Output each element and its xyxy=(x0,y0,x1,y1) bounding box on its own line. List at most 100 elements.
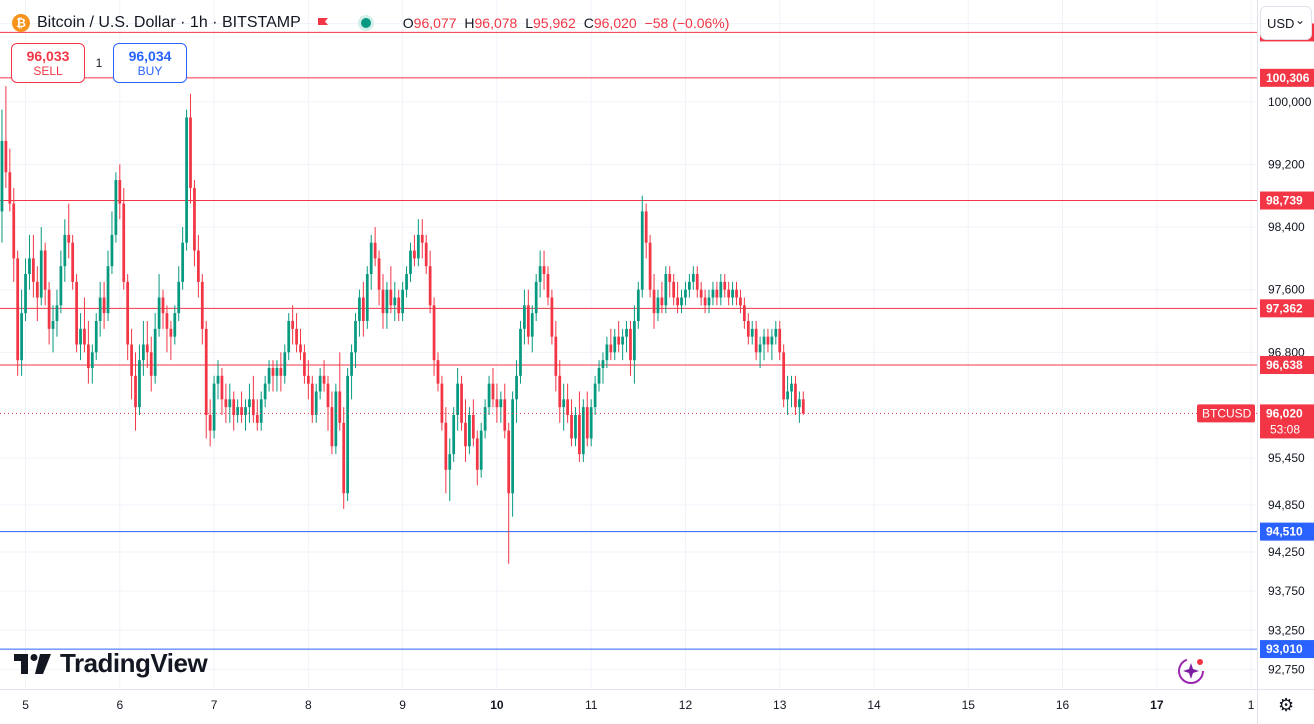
candle-body xyxy=(538,266,542,282)
candle-body xyxy=(318,375,322,392)
candle-body xyxy=(43,250,47,290)
candle-body xyxy=(295,328,298,345)
candle-body xyxy=(699,289,703,298)
candle-body xyxy=(526,305,530,337)
candle-body xyxy=(507,430,511,494)
candle-body xyxy=(28,258,31,275)
candle-body xyxy=(578,414,581,455)
candle-body xyxy=(570,414,573,439)
candle-body xyxy=(515,375,518,400)
candle-body xyxy=(660,297,664,306)
candle-body xyxy=(346,375,350,494)
candle-body xyxy=(778,328,782,353)
price-tick-label: 99,200 xyxy=(1268,157,1305,171)
tradingview-logo-text: TradingView xyxy=(60,648,208,678)
trade-panel: 96,033 SELL 1 96,034 BUY xyxy=(11,43,187,83)
time-tick-label: 11 xyxy=(584,698,598,712)
price-tick-label: 98,400 xyxy=(1268,220,1305,234)
candle-body xyxy=(456,383,460,415)
price-tick-label: 95,450 xyxy=(1268,451,1305,465)
candle-body xyxy=(487,383,491,408)
currency-label: USD xyxy=(1267,15,1295,31)
candle-body xyxy=(664,274,668,306)
sell-button[interactable]: 96,033 SELL xyxy=(11,43,85,83)
candle-body xyxy=(581,407,585,455)
candle-body xyxy=(181,242,185,282)
spark-icon[interactable] xyxy=(1175,655,1207,687)
candle-body xyxy=(499,399,503,408)
candle-body xyxy=(774,328,778,337)
candle-body xyxy=(393,297,397,306)
order-quantity[interactable]: 1 xyxy=(95,56,103,70)
candle-body xyxy=(118,180,122,204)
candle-body xyxy=(597,367,601,384)
candle-body xyxy=(680,297,683,306)
chart-pane[interactable]: BTCUSD xyxy=(0,0,1257,689)
candle-body xyxy=(381,289,385,314)
candle-body xyxy=(648,242,652,290)
candle-body xyxy=(601,360,605,368)
price-tick-label: 94,850 xyxy=(1268,498,1305,512)
candle-body xyxy=(475,438,479,470)
candle-body xyxy=(546,274,550,298)
candle-body xyxy=(267,367,271,384)
candle-body xyxy=(401,289,405,314)
time-axis[interactable]: 5 6 7 8 9 10 11 12 13 14 15 16 17 1 xyxy=(0,689,1257,724)
resistance-level-badge xyxy=(1260,191,1314,210)
candle-body xyxy=(625,328,628,337)
candle-body xyxy=(723,281,727,290)
candle-body xyxy=(98,297,102,322)
candle-body xyxy=(24,274,27,314)
time-tick-label: 6 xyxy=(116,698,124,712)
symbol-title[interactable]: Bitcoin / U.S. Dollar · 1h · BITSTAMP xyxy=(37,14,301,31)
candle-body xyxy=(416,234,420,259)
candle-body xyxy=(629,328,632,361)
price-tick-label: 92,750 xyxy=(1268,662,1305,676)
low-value: 95,962 xyxy=(533,15,576,31)
candle-body xyxy=(330,407,334,447)
candle-body xyxy=(715,289,719,298)
candle-body xyxy=(656,297,660,314)
candle-body xyxy=(621,336,624,345)
candle-body xyxy=(342,422,346,494)
candle-body xyxy=(126,281,130,345)
candle-body xyxy=(652,289,656,314)
candle-body xyxy=(8,172,12,204)
candle-body xyxy=(220,375,224,400)
candlestick-chart[interactable]: BTCUSD xyxy=(0,0,1257,689)
candle-body xyxy=(279,367,283,376)
candle-body xyxy=(75,281,78,345)
support-level-badge xyxy=(1260,640,1314,659)
candle-body xyxy=(149,352,153,376)
candle-body xyxy=(67,234,71,243)
candle-body xyxy=(688,281,691,290)
candle-body xyxy=(790,383,793,392)
candle-body xyxy=(177,281,181,314)
resistance-level-label: 98,739 xyxy=(1266,194,1303,208)
candle-body xyxy=(397,297,401,314)
candle-body xyxy=(786,391,789,400)
candle-body xyxy=(350,352,353,376)
close-value: 96,020 xyxy=(593,15,637,31)
gear-icon[interactable]: ⚙ xyxy=(1278,695,1295,715)
candle-body xyxy=(695,274,699,290)
resistance-level-label: 97,362 xyxy=(1266,301,1303,315)
currency-selector[interactable]: USD ⌄ xyxy=(1260,6,1312,40)
time-tick-label: 14 xyxy=(867,698,881,712)
candle-body xyxy=(145,344,149,353)
bitcoin-icon: ₿ xyxy=(12,14,30,32)
candle-body xyxy=(613,336,617,353)
candle-body xyxy=(299,344,302,353)
symbol-tag-badge xyxy=(1197,404,1255,423)
flag-icon[interactable] xyxy=(317,17,329,29)
candle-body xyxy=(668,274,672,282)
tradingview-logo[interactable]: TradingView xyxy=(14,648,208,679)
candle-body xyxy=(212,383,216,431)
candle-body xyxy=(4,140,8,173)
candle-body xyxy=(39,250,43,298)
price-axis[interactable]: 101,000100,00099,20098,40097,60096,80095… xyxy=(1257,0,1314,689)
candle-body xyxy=(593,383,597,408)
buy-button[interactable]: 96,034 BUY xyxy=(113,43,187,83)
candle-body xyxy=(130,344,133,376)
candle-body xyxy=(735,289,738,298)
